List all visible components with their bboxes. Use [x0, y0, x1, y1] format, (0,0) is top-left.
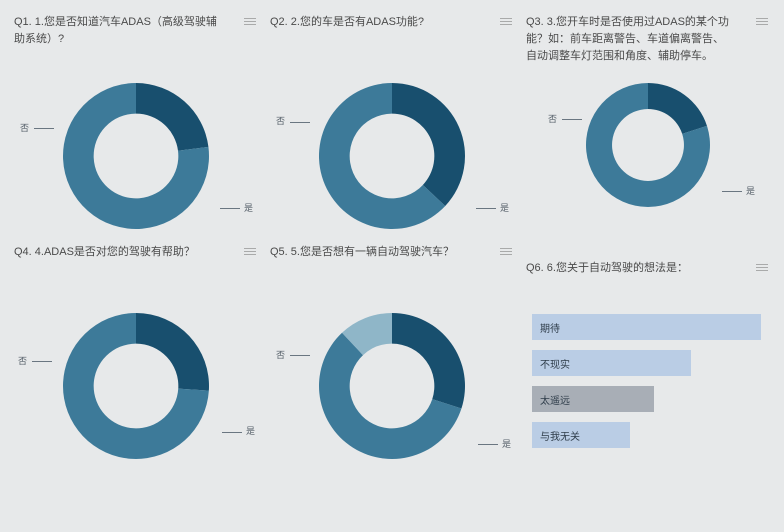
slice-label-text: 是 — [244, 203, 254, 213]
question-header: Q1. 1.您是否知道汽车ADAS（高级驾驶辅助系统）? — [14, 14, 258, 72]
question-header: Q5. 5.您是否想有一辆自动驾驶汽车？ — [270, 244, 514, 302]
bar: 太遥远 — [532, 386, 654, 412]
question-title: Q1. 1.您是否知道汽车ADAS（高级驾驶辅助系统）? — [14, 14, 224, 48]
donut-chart: 否 是 — [14, 306, 258, 466]
question-cell-q5: Q5. 5.您是否想有一辆自动驾驶汽车？ 否 是 — [264, 240, 520, 470]
bar-label: 期待 — [540, 320, 560, 335]
slice-label-right: 是 — [476, 201, 510, 214]
slice-label-left: 否 — [276, 114, 310, 127]
chart-menu-icon[interactable] — [756, 16, 768, 27]
slice-label-text: 是 — [502, 439, 512, 449]
slice-label-text: 否 — [276, 116, 286, 126]
donut-chart: 否 是 — [14, 76, 258, 236]
question-cell-q6: Q6. 6.您关于自动驾驶的想法是： 期待不现实太遥远与我无关 — [520, 240, 776, 470]
bar-row: 与我无关 — [532, 422, 766, 448]
chart-menu-icon[interactable] — [756, 262, 768, 273]
donut-svg — [61, 311, 211, 461]
slice-label-left: 否 — [548, 112, 582, 125]
slice-label-text: 是 — [746, 186, 756, 196]
slice-label-text: 否 — [548, 114, 558, 124]
bar: 与我无关 — [532, 422, 630, 448]
slice-label-right: 是 — [220, 201, 254, 214]
hbar-chart: 期待不现实太遥远与我无关 — [526, 314, 770, 448]
question-header: Q2. 2.您的车是否有ADAS功能? — [270, 14, 514, 72]
donut-svg — [61, 81, 211, 231]
bar-label: 不现实 — [540, 356, 570, 371]
question-title: Q5. 5.您是否想有一辆自动驾驶汽车？ — [270, 244, 458, 261]
bar: 期待 — [532, 314, 761, 340]
slice-label-right: 是 — [222, 424, 256, 437]
slice-label-right: 是 — [478, 437, 512, 450]
question-title: Q3. 3.您开车时是否使用过ADAS的某个功能？如：前车距离警告、车道偏离警告… — [526, 14, 736, 65]
slice-label-text: 否 — [18, 356, 28, 366]
slice-label-left: 否 — [276, 348, 310, 361]
donut-slice — [648, 83, 707, 134]
slice-label-right: 是 — [722, 184, 756, 197]
question-title: Q4. 4.ADAS是否对您的驾驶有帮助？ — [14, 244, 199, 261]
chart-menu-icon[interactable] — [500, 16, 512, 27]
question-title: Q2. 2.您的车是否有ADAS功能? — [270, 14, 428, 31]
question-header: Q3. 3.您开车时是否使用过ADAS的某个功能？如：前车距离警告、车道偏离警告… — [526, 14, 770, 72]
donut-slice — [136, 313, 209, 391]
bar-label: 太遥远 — [540, 392, 570, 407]
question-header: Q4. 4.ADAS是否对您的驾驶有帮助？ — [14, 244, 258, 302]
donut-slice — [392, 313, 465, 409]
slice-label-text: 否 — [20, 123, 30, 133]
slice-label-text: 是 — [500, 203, 510, 213]
slice-label-text: 是 — [246, 426, 256, 436]
bar: 不现实 — [532, 350, 691, 376]
slice-label-left: 否 — [20, 121, 54, 134]
donut-svg — [317, 81, 467, 231]
question-cell-q1: Q1. 1.您是否知道汽车ADAS（高级驾驶辅助系统）? 否 是 — [8, 10, 264, 240]
bar-row: 不现实 — [532, 350, 766, 376]
bar-label: 与我无关 — [540, 428, 580, 443]
question-cell-q2: Q2. 2.您的车是否有ADAS功能? 否 是 — [264, 10, 520, 240]
donut-chart: 否 是 — [270, 306, 514, 466]
slice-label-text: 否 — [276, 350, 286, 360]
question-header: Q6. 6.您关于自动驾驶的想法是： — [526, 260, 770, 300]
slice-label-left: 否 — [18, 354, 52, 367]
chart-menu-icon[interactable] — [244, 16, 256, 27]
donut-chart: 否 是 — [526, 76, 770, 214]
donut-slice — [392, 83, 465, 206]
chart-menu-icon[interactable] — [500, 246, 512, 257]
donut-svg — [317, 311, 467, 461]
donut-slice — [136, 83, 208, 151]
question-cell-q3: Q3. 3.您开车时是否使用过ADAS的某个功能？如：前车距离警告、车道偏离警告… — [520, 10, 776, 240]
question-title: Q6. 6.您关于自动驾驶的想法是： — [526, 260, 692, 277]
donut-chart: 否 是 — [270, 76, 514, 236]
bar-row: 期待 — [532, 314, 766, 340]
chart-menu-icon[interactable] — [244, 246, 256, 257]
donut-svg — [584, 81, 712, 209]
bar-row: 太遥远 — [532, 386, 766, 412]
question-cell-q4: Q4. 4.ADAS是否对您的驾驶有帮助？ 否 是 — [8, 240, 264, 470]
